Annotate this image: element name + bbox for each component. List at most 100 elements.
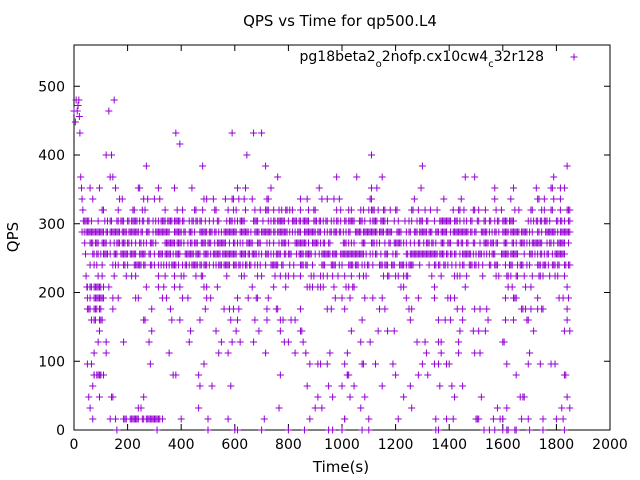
data-point xyxy=(489,415,497,423)
data-point xyxy=(97,283,105,291)
data-point xyxy=(524,415,532,423)
data-point xyxy=(378,294,386,302)
data-point xyxy=(483,305,491,313)
data-point xyxy=(263,316,271,324)
data-point xyxy=(99,206,107,214)
legend-series-label: pg18beta2o2nofp.cx10cw4c32r128 xyxy=(300,49,544,70)
data-point xyxy=(154,184,162,192)
data-point xyxy=(434,360,442,368)
data-point xyxy=(263,305,271,313)
data-point xyxy=(554,272,562,280)
data-point xyxy=(224,415,232,423)
data-point xyxy=(291,349,299,357)
data-point xyxy=(248,195,256,203)
data-point xyxy=(82,272,90,280)
data-point xyxy=(409,261,417,269)
data-point xyxy=(358,316,366,324)
data-point xyxy=(284,239,292,247)
data-point xyxy=(357,338,365,346)
data-point xyxy=(548,184,556,192)
data-point xyxy=(146,360,154,368)
data-point xyxy=(524,360,532,368)
data-point xyxy=(177,415,185,423)
data-point xyxy=(161,206,169,214)
data-point xyxy=(378,382,386,390)
data-point xyxy=(240,272,248,280)
data-point xyxy=(434,426,442,434)
data-point xyxy=(323,195,331,203)
data-point xyxy=(89,195,97,203)
data-point xyxy=(484,316,492,324)
data-point xyxy=(248,283,256,291)
data-point xyxy=(329,393,337,401)
data-point xyxy=(192,206,200,214)
data-point xyxy=(534,294,542,302)
data-point xyxy=(188,184,196,192)
data-point xyxy=(275,404,283,412)
data-point xyxy=(384,217,392,225)
data-point xyxy=(262,349,270,357)
data-point xyxy=(527,283,535,291)
data-point xyxy=(124,261,132,269)
data-point xyxy=(347,272,355,280)
data-point xyxy=(526,349,534,357)
x-tick-label: 400 xyxy=(168,437,195,453)
data-point xyxy=(244,294,252,302)
data-point xyxy=(475,327,483,335)
data-point xyxy=(347,206,355,214)
data-point xyxy=(445,360,453,368)
data-point xyxy=(406,382,414,390)
data-point xyxy=(279,316,287,324)
data-point xyxy=(471,173,479,181)
data-point xyxy=(228,338,236,346)
data-point xyxy=(514,272,522,280)
data-point xyxy=(314,393,322,401)
data-point xyxy=(447,316,455,324)
data-point xyxy=(327,305,335,313)
data-point xyxy=(251,316,259,324)
data-point xyxy=(343,371,351,379)
data-point xyxy=(381,305,389,313)
data-point xyxy=(507,195,515,203)
data-point xyxy=(501,316,509,324)
data-point xyxy=(142,283,150,291)
data-point xyxy=(140,393,148,401)
data-point xyxy=(408,404,416,412)
y-tick-label: 500 xyxy=(38,79,65,95)
data-point xyxy=(284,426,292,434)
data-point xyxy=(512,371,520,379)
data-point xyxy=(552,415,560,423)
data-point xyxy=(270,283,278,291)
data-point xyxy=(262,162,270,170)
data-point xyxy=(212,206,220,214)
data-point xyxy=(472,415,480,423)
data-point xyxy=(258,426,266,434)
data-point xyxy=(448,382,456,390)
data-point xyxy=(394,217,402,225)
data-point xyxy=(240,217,248,225)
chart-title: QPS vs Time for qp500.L4 xyxy=(243,12,437,30)
data-point xyxy=(393,206,401,214)
x-tick-label: 1800 xyxy=(539,437,575,453)
data-point xyxy=(74,102,82,109)
data-point xyxy=(142,162,150,170)
data-point xyxy=(556,206,564,214)
data-point xyxy=(168,316,176,324)
data-point xyxy=(491,184,499,192)
data-point xyxy=(508,283,516,291)
data-point xyxy=(433,206,441,214)
data-point xyxy=(97,305,105,313)
data-point xyxy=(373,184,381,192)
data-point xyxy=(563,316,571,324)
data-point xyxy=(455,338,463,346)
data-point xyxy=(540,195,548,203)
data-point xyxy=(195,371,203,379)
data-point xyxy=(172,371,180,379)
data-point xyxy=(233,294,241,302)
data-point xyxy=(176,140,184,148)
data-point xyxy=(560,250,568,258)
data-point xyxy=(158,415,166,423)
data-point xyxy=(276,327,284,335)
data-point xyxy=(357,404,365,412)
legend-series-marker xyxy=(570,53,578,61)
